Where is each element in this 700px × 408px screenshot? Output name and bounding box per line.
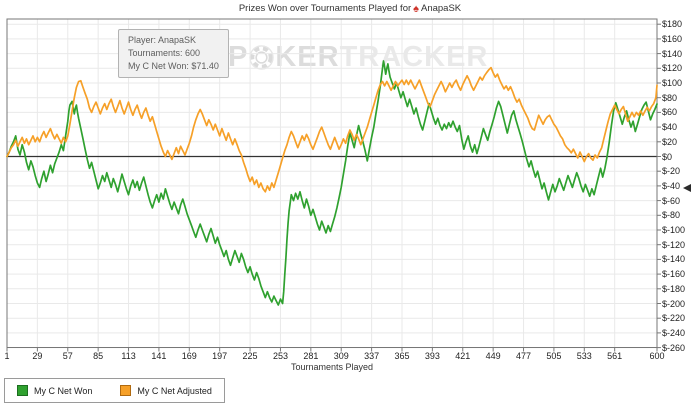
- x-tick-label: 393: [424, 351, 440, 361]
- player-name: AnapaSK: [421, 3, 462, 14]
- y-tick-label: $140: [662, 48, 683, 59]
- x-tick-label: 365: [394, 351, 410, 361]
- mouse-cursor: [683, 184, 691, 192]
- x-tick-label: 505: [546, 351, 562, 361]
- y-tick-label: $-260: [662, 342, 686, 353]
- tooltip-networth-line: My C Net Won: $71.40: [128, 61, 219, 71]
- watermark-text-p: P: [228, 41, 249, 73]
- y-tick-label: $-120: [662, 239, 686, 250]
- x-tick-label: 169: [181, 351, 197, 361]
- chart-legend: My C Net Won My C Net Adjusted: [4, 378, 225, 403]
- x-tick-label: 533: [576, 351, 592, 361]
- net-adjusted-swatch: [120, 385, 132, 396]
- x-tick-label: 449: [485, 351, 501, 361]
- x-tick-label: 600: [649, 351, 665, 361]
- x-tick-label: 477: [516, 351, 532, 361]
- x-tick-label: 1: [4, 351, 10, 361]
- y-tick-label: $-60: [662, 195, 681, 206]
- y-tick-label: $120: [662, 63, 683, 74]
- y-tick-label: $20: [662, 136, 678, 147]
- y-tick-label: $80: [662, 92, 678, 103]
- y-tick-label: $180: [662, 19, 683, 30]
- x-tick-label: 85: [93, 351, 104, 361]
- x-tick-label: 141: [151, 351, 167, 361]
- y-tick-label: $0: [662, 151, 673, 162]
- legend-label-net-won: My C Net Won: [34, 385, 93, 396]
- y-tick-label: $-200: [662, 298, 686, 309]
- x-tick-label: 281: [303, 351, 319, 361]
- x-axis-title: Tournaments Played: [290, 362, 374, 372]
- tooltip-tournaments-line: Tournaments: 600: [128, 48, 201, 58]
- legend-item-net-adjusted: My C Net Adjusted: [120, 385, 212, 396]
- player-info-tooltip: Player: AnapaSK Tournaments: 600 My C Ne…: [118, 29, 229, 78]
- y-tick-label: $-160: [662, 269, 686, 280]
- y-tick-label: $40: [662, 122, 678, 133]
- y-tick-label: $-140: [662, 254, 686, 265]
- chart-title: Prizes Won over Tournaments Played for ♠ A…: [0, 3, 700, 15]
- y-tick-label: $-40: [662, 180, 681, 191]
- y-tick-label: $-240: [662, 327, 686, 338]
- y-tick-label: $-100: [662, 225, 686, 235]
- tooltip-player-line: Player: AnapaSK: [128, 35, 197, 45]
- x-tick-label: 57: [62, 351, 73, 361]
- y-tick-label: $-220: [662, 313, 686, 324]
- y-tick-label: $-80: [662, 210, 681, 221]
- chart-title-text: Prizes Won over Tournaments Played for: [238, 3, 412, 14]
- watermark-text-ker: KER: [275, 41, 340, 73]
- x-tick-label: 337: [364, 351, 380, 361]
- x-tick-label: 253: [272, 351, 288, 361]
- legend-label-net-adjusted: My C Net Adjusted: [137, 385, 212, 396]
- x-tick-label: 561: [607, 351, 623, 361]
- x-tick-label: 421: [455, 351, 471, 361]
- x-tick-label: 113: [121, 351, 136, 361]
- x-tick-label: 29: [32, 351, 43, 361]
- y-tick-label: $-20: [662, 166, 681, 177]
- x-tick-label: 225: [242, 351, 258, 361]
- legend-item-net-won: My C Net Won: [17, 385, 92, 396]
- x-tick-label: 309: [333, 351, 349, 361]
- y-tick-label: $100: [662, 78, 683, 88]
- y-tick-label: $60: [662, 107, 678, 118]
- spade-icon: ♠: [413, 3, 419, 15]
- x-tick-label: 197: [212, 351, 228, 361]
- net-won-swatch: [17, 385, 28, 396]
- y-tick-label: $-180: [662, 283, 686, 294]
- y-tick-label: $160: [662, 33, 683, 44]
